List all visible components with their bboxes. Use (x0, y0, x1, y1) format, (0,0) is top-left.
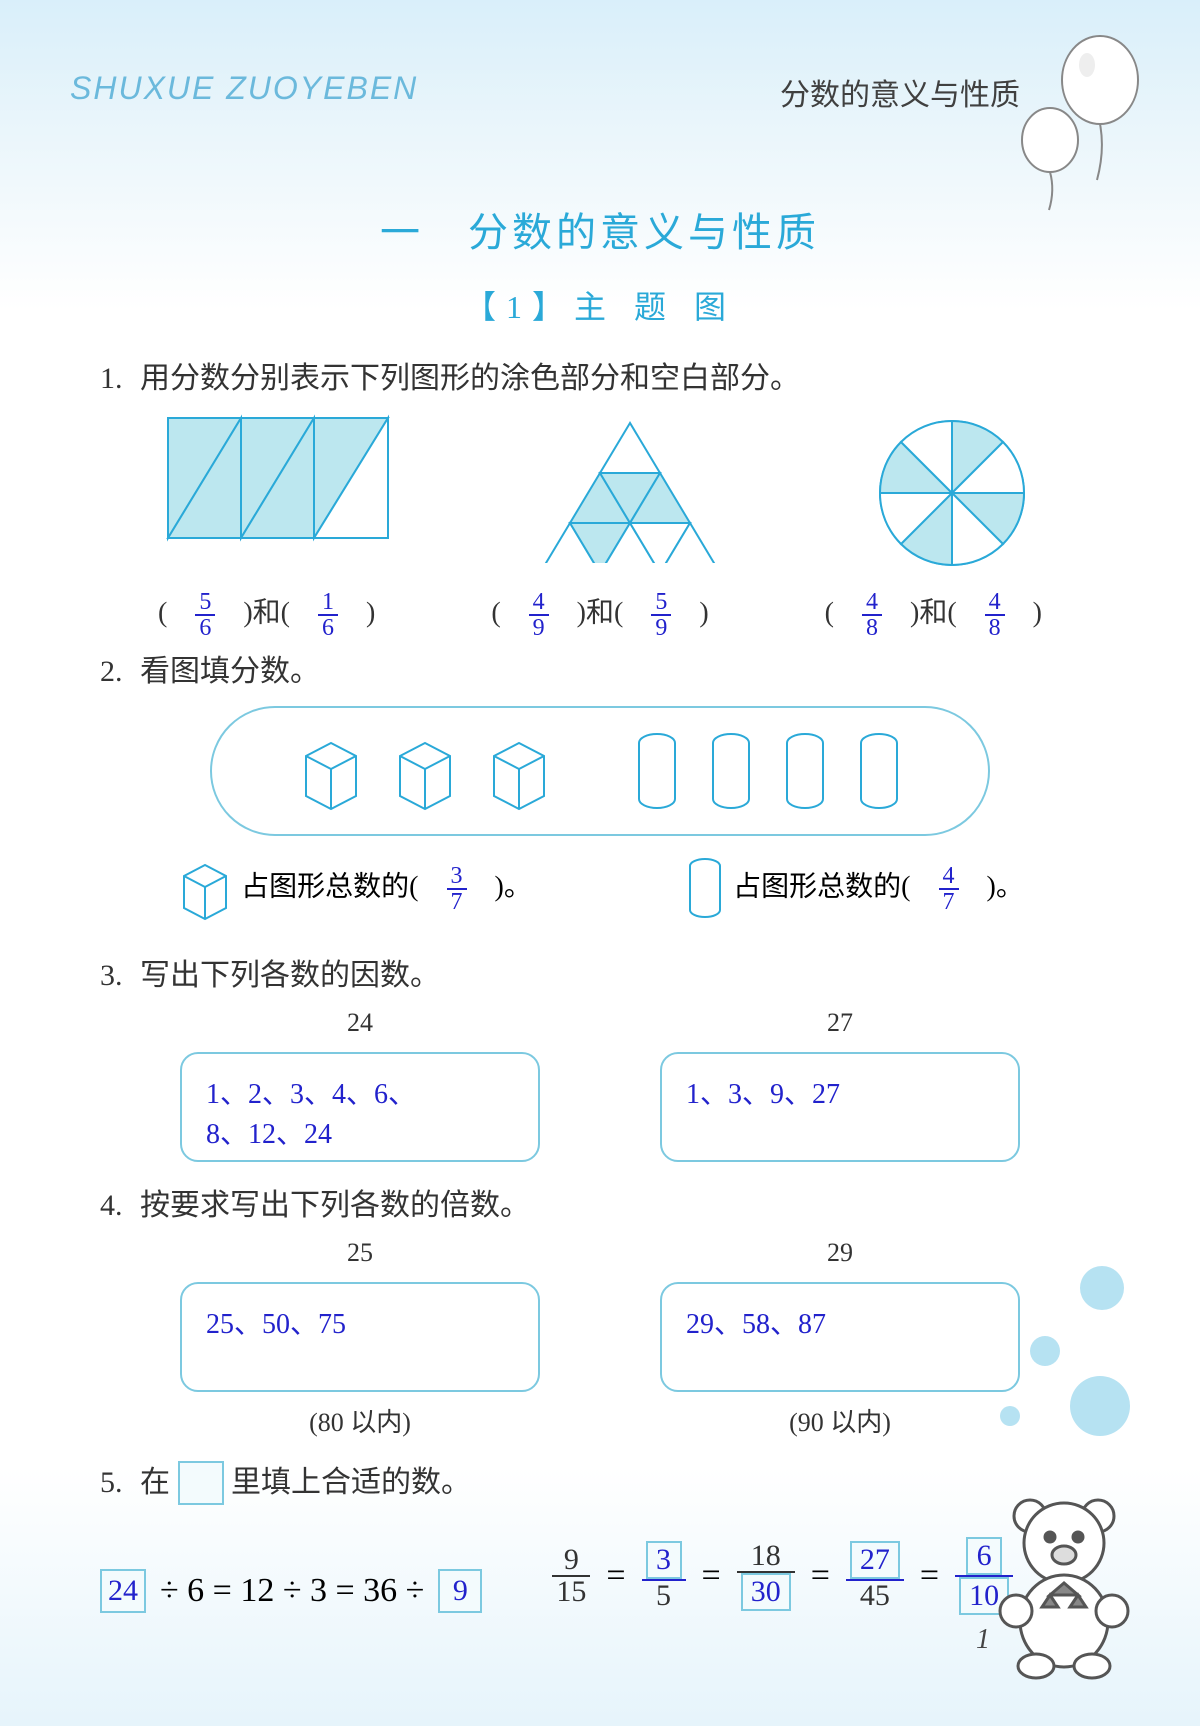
q2-prompt: 2.看图填分数。 (100, 648, 1100, 696)
q3-box-2: 27 1、3、9、27 (660, 1024, 1020, 1162)
cylinder-icon (632, 729, 682, 814)
q5-eq2: 915 = 35 = 1830 = 2745 = 610 (552, 1537, 1013, 1615)
q2-capsule (210, 706, 990, 836)
cylinder-icon (854, 729, 904, 814)
cylinder-icon (684, 854, 726, 924)
balloon-decoration (1005, 30, 1145, 225)
q2-line-cube: 占图形总数的( 37 )。 (176, 856, 532, 922)
header-left: SHUXUE ZUOYEBEN (70, 70, 418, 107)
cube-icon (390, 731, 460, 811)
bear-decoration (980, 1481, 1150, 1686)
q1-fig-circle (867, 413, 1037, 578)
header-right: 分数的意义与性质 (780, 70, 1020, 114)
cube-icon (176, 856, 234, 922)
q5-prompt: 5.在 里填上合适的数。 (100, 1459, 1100, 1507)
q4-box-2: 29 29、58、87 (90 以内) (660, 1254, 1020, 1439)
q1-fig-triangle (520, 413, 740, 578)
sub-title: 【1】主 题 图 (0, 282, 1200, 328)
cube-icon (296, 731, 366, 811)
cube-icon (484, 731, 554, 811)
main-title: 一 分数的意义与性质 (0, 200, 1200, 258)
q3-prompt: 3.写出下列各数的因数。 (100, 952, 1100, 1000)
q1-fig-rect (163, 413, 393, 578)
cylinder-icon (706, 729, 756, 814)
q4-prompt: 4.按要求写出下列各数的倍数。 (100, 1182, 1100, 1230)
q1-ans-2: ( 49 )和( 59 ) (491, 590, 708, 640)
q2-line-cyl: 占图形总数的( 47 )。 (684, 854, 1024, 924)
q3-box-1: 24 1、2、3、4、6、 8、12、24 (180, 1024, 540, 1162)
q1-ans-1: ( 56 )和( 16 ) (158, 590, 375, 640)
cylinder-icon (780, 729, 830, 814)
bubble-decoration (970, 1256, 1150, 1476)
q1-ans-3: ( 48 )和( 48 ) (825, 590, 1042, 640)
page-number: 1 (976, 1624, 990, 1656)
q4-box-1: 25 25、50、75 (80 以内) (180, 1254, 540, 1439)
q5-eq1: 24 ÷ 6 = 12 ÷ 3 = 36 ÷ 9 (100, 1569, 482, 1613)
q1-prompt: 1.用分数分别表示下列图形的涂色部分和空白部分。 (100, 355, 1100, 403)
